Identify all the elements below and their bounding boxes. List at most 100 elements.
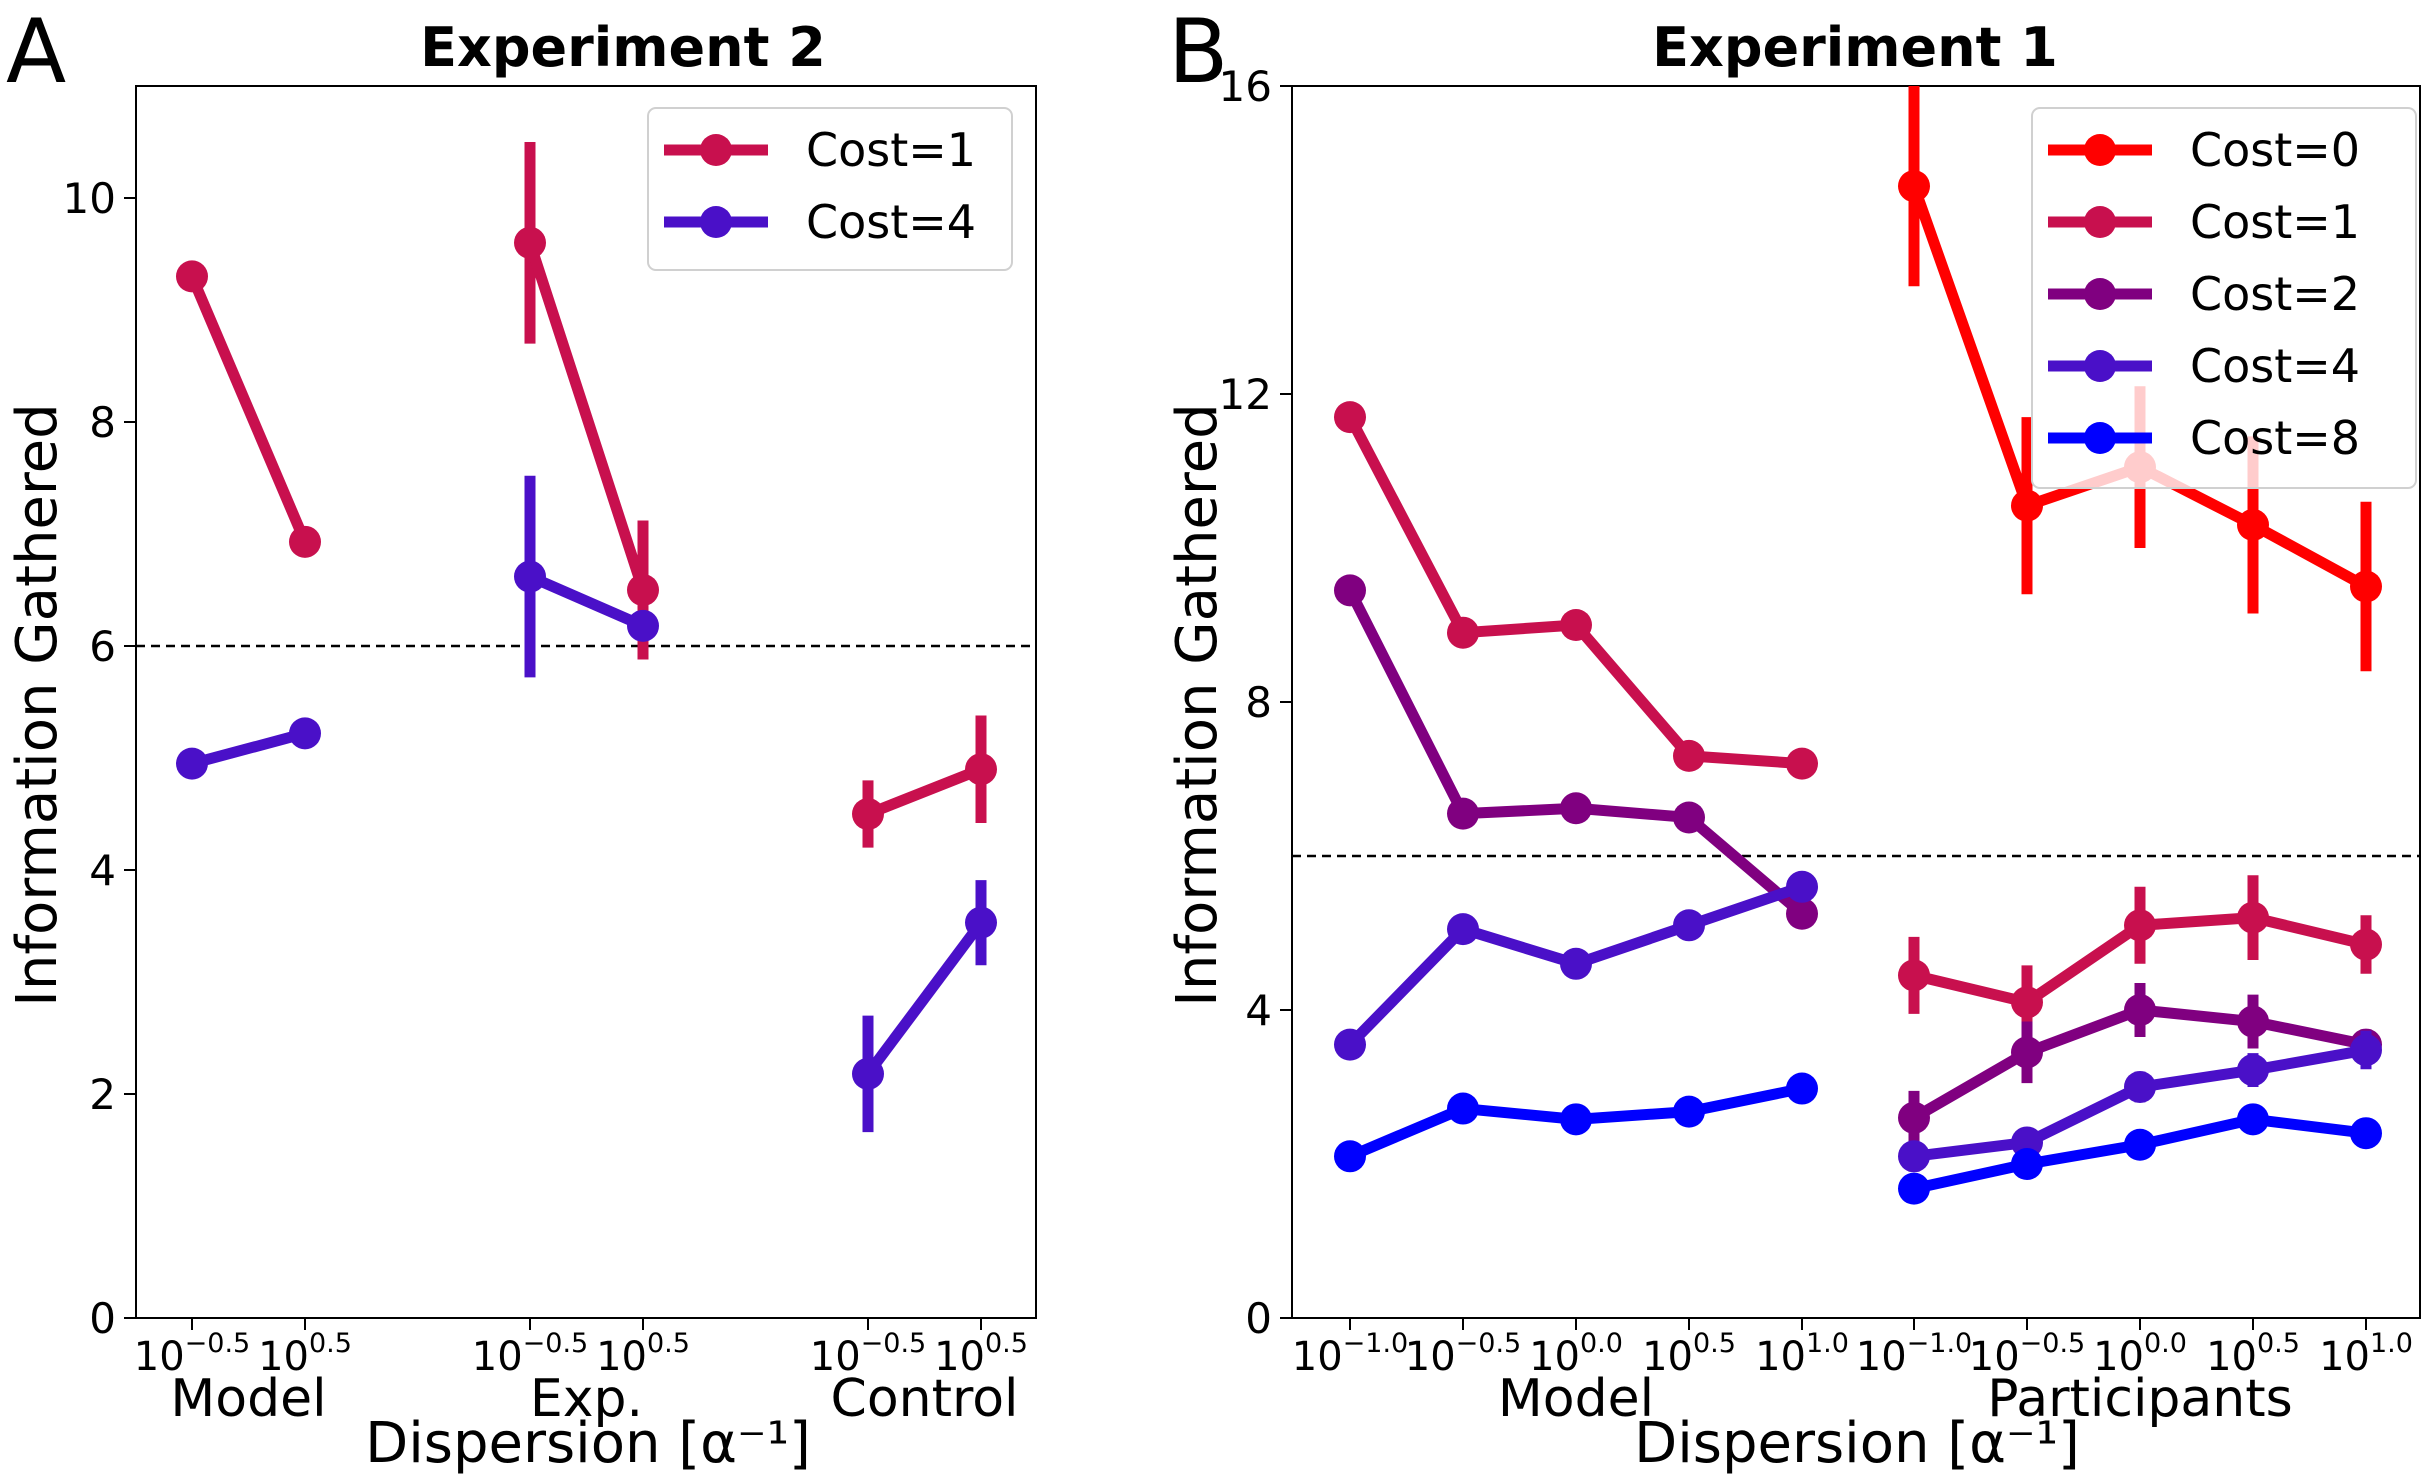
panel-b-ytick-label: 16 <box>1219 62 1272 111</box>
panel-a-series-line <box>527 571 646 631</box>
panel-a-ytick-label: 4 <box>89 846 116 895</box>
panel-b-legend-marker <box>2084 134 2116 166</box>
panel-b-ytick-label: 12 <box>1219 370 1272 419</box>
panel-b-data-point <box>2011 1036 2043 1069</box>
panel-b-legend-label: Cost=0 <box>2190 123 2360 177</box>
panel-b-data-point <box>2124 994 2156 1026</box>
panel-b-data-point <box>1786 897 1818 930</box>
panel-a-ytick-label: 2 <box>89 1070 116 1119</box>
panel-b-legend-marker <box>2084 350 2116 382</box>
panel-a-data-point <box>176 747 208 780</box>
panel-b-data-point <box>2237 1054 2269 1087</box>
panel-b-group-label: Model <box>1498 1369 1654 1429</box>
panel-letter-a: A <box>6 0 66 103</box>
panel-a-ytick-label: 10 <box>63 174 116 223</box>
panel-a-legend-label: Cost=4 <box>806 195 976 249</box>
panel-a-xtick-label: 10−0.5 <box>472 1328 588 1380</box>
panel-a-xlabel: Dispersion [α⁻¹] <box>365 1411 811 1476</box>
panel-b-data-point <box>1560 609 1592 641</box>
panel-b-data-point <box>1673 801 1705 834</box>
panel-a-xtick-label: 10−0.5 <box>134 1328 250 1380</box>
panel-b-legend-label: Cost=1 <box>2190 195 2360 249</box>
panel-b-xtick-label: 101.0 <box>1755 1328 1849 1380</box>
panel-a-xtick-label: 100.5 <box>596 1328 690 1380</box>
panel-b-data-point <box>2237 1005 2269 1038</box>
panel-b-xtick-label: 100.0 <box>1529 1328 1623 1380</box>
panel-b-data-point <box>1334 401 1366 434</box>
panel-b-data-point <box>1898 959 1930 992</box>
panel-a-xtick-label: 10−0.5 <box>810 1328 926 1380</box>
panel-a-data-point <box>852 1057 884 1090</box>
panel-b-data-point <box>2350 928 2382 961</box>
panel-b-ytick-label: 0 <box>1245 1294 1272 1343</box>
panel-a-group-label: Model <box>170 1369 326 1429</box>
panel-b-xtick-label: 100.5 <box>2206 1328 2300 1380</box>
panel-b-data-point <box>2011 489 2043 522</box>
panel-b-data-point <box>1673 739 1705 772</box>
panel-b-series-line <box>1345 414 1803 770</box>
panel-a-ytick-label: 6 <box>89 622 116 671</box>
panel-a-data-point <box>627 609 659 642</box>
panel-a-data-point <box>965 906 997 939</box>
panel-b-data-point <box>2124 1128 2156 1161</box>
panel-b-data-point <box>1334 1028 1366 1061</box>
panel-a-xtick-label: 100.5 <box>258 1328 352 1380</box>
panel-a-ylabel: Information Gathered <box>5 403 70 1006</box>
panel-b-data-point <box>2237 1103 2269 1136</box>
panel-b-data-point <box>1334 574 1366 607</box>
panel-a-series-line <box>865 764 984 820</box>
panel-a-data-point <box>289 525 321 558</box>
panel-b-legend-label: Cost=8 <box>2190 411 2360 465</box>
panel-b-data-point <box>1560 792 1592 825</box>
panel-a-data-point <box>514 226 546 259</box>
panel-b-data-point <box>1786 870 1818 903</box>
panel-b-data-point <box>1673 1095 1705 1128</box>
panel-b-data-point <box>2237 901 2269 934</box>
panel-b-data-point <box>1898 1172 1930 1205</box>
panel-b-legend-box <box>2031 107 2417 489</box>
panel-a-group-label: Exp. <box>530 1369 643 1429</box>
panel-b-xtick-label: 100.5 <box>1642 1328 1736 1380</box>
panel-b-xtick-label: 101.0 <box>2319 1328 2413 1380</box>
panel-a-data-point <box>289 717 321 750</box>
panel-a-xtick-label: 100.5 <box>934 1328 1028 1380</box>
panel-b-data-point <box>1447 913 1479 946</box>
panel-a-legend-marker <box>700 134 732 166</box>
panel-a-data-point <box>176 260 208 293</box>
panel-b-data-point <box>1334 1140 1366 1173</box>
panel-a-legend-label: Cost=1 <box>806 123 976 177</box>
panel-a-series-line <box>863 919 986 1078</box>
panel-b-data-point <box>2237 508 2269 541</box>
panel-b-legend-marker <box>2084 278 2116 310</box>
panel-a-legend-marker <box>700 206 732 238</box>
panel-b-data-point <box>2124 1071 2156 1103</box>
panel-b-xtick-label: 100.0 <box>2093 1328 2187 1380</box>
panel-b-data-point <box>2011 1148 2043 1180</box>
panel-b-ylabel: Information Gathered <box>1165 403 1230 1006</box>
panel-a-ytick-label: 8 <box>89 398 116 447</box>
panel-a-data-point <box>965 753 997 786</box>
panel-b-data-point <box>2350 1034 2382 1067</box>
panel-b-data-point <box>1673 909 1705 942</box>
panel-a-series-line <box>190 728 307 769</box>
panel-a-group-label: Control <box>831 1369 1019 1429</box>
panel-b-xtick-label: 10−0.5 <box>1969 1328 2085 1380</box>
panel-b-data-point <box>1898 1101 1930 1134</box>
panel-b-xlabel: Dispersion [α⁻¹] <box>1634 1411 2080 1476</box>
panel-b-xtick-label: 10−1.0 <box>1856 1328 1972 1380</box>
panel-b-ytick-label: 4 <box>1245 986 1272 1035</box>
panel-b-legend-label: Cost=4 <box>2190 339 2360 393</box>
panel-letter-b: B <box>1168 0 1228 103</box>
panel-b-xtick-label: 10−0.5 <box>1405 1328 1521 1380</box>
panel-b-legend-marker <box>2084 206 2116 238</box>
panel-b-data-point <box>2011 986 2043 1019</box>
panel-b-xtick-label: 10−1.0 <box>1292 1328 1408 1380</box>
panel-b-title: Experiment 1 <box>1652 16 2058 79</box>
panel-a-series-line <box>186 274 311 544</box>
panel-b-data-point <box>2350 1117 2382 1150</box>
panel-b-data-point <box>1898 1140 1930 1173</box>
panel-a-series-line <box>524 241 649 592</box>
